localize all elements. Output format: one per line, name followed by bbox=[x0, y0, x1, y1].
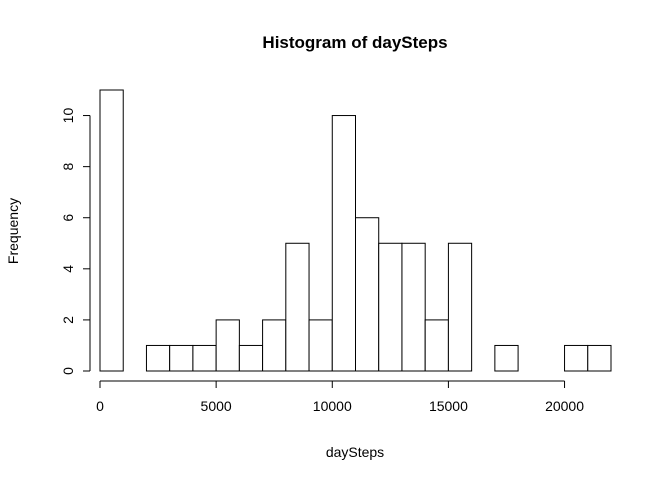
x-tick-label-2: 10000 bbox=[313, 398, 352, 414]
histogram-bar-8 bbox=[285, 242, 310, 372]
y-tick-label-3: 6 bbox=[60, 214, 76, 222]
bars-group bbox=[99, 89, 612, 372]
x-tick-label-0: 0 bbox=[96, 398, 104, 414]
y-tick-label-0: 0 bbox=[60, 367, 76, 375]
x-tick-label-3: 15000 bbox=[429, 398, 468, 414]
histogram-bar-11 bbox=[355, 217, 380, 372]
histogram-bar-15 bbox=[447, 242, 473, 372]
y-axis: 0 2 4 6 8 10 bbox=[60, 108, 91, 375]
histogram-bar-2 bbox=[145, 344, 171, 372]
histogram-bar-0 bbox=[99, 89, 124, 372]
y-tick-label-1: 2 bbox=[60, 316, 76, 324]
histogram-bar-12 bbox=[378, 242, 403, 372]
x-axis: 0 5000 10000 15000 20000 bbox=[96, 380, 584, 414]
histogram-bar-17 bbox=[494, 344, 519, 372]
histogram-bar-7 bbox=[262, 319, 287, 372]
y-tick-label-5: 10 bbox=[60, 108, 76, 124]
histogram-bar-20 bbox=[564, 344, 589, 372]
histogram-bar-21 bbox=[587, 344, 612, 372]
chart-title: Histogram of daySteps bbox=[262, 33, 447, 52]
histogram-bar-4 bbox=[192, 344, 217, 372]
histogram-bar-3 bbox=[169, 344, 194, 372]
histogram-bar-13 bbox=[401, 242, 426, 372]
x-tick-label-4: 20000 bbox=[545, 398, 584, 414]
histogram-bar-5 bbox=[215, 319, 240, 372]
histogram-bar-9 bbox=[308, 319, 333, 372]
x-axis-label: daySteps bbox=[326, 444, 384, 460]
x-tick-label-1: 5000 bbox=[201, 398, 232, 414]
y-axis-label: Frequency bbox=[5, 198, 21, 264]
histogram-bar-10 bbox=[331, 115, 357, 372]
histogram-bar-14 bbox=[424, 319, 449, 372]
y-tick-label-2: 4 bbox=[60, 265, 76, 273]
y-tick-label-4: 8 bbox=[60, 163, 76, 171]
histogram-bar-6 bbox=[238, 344, 264, 372]
